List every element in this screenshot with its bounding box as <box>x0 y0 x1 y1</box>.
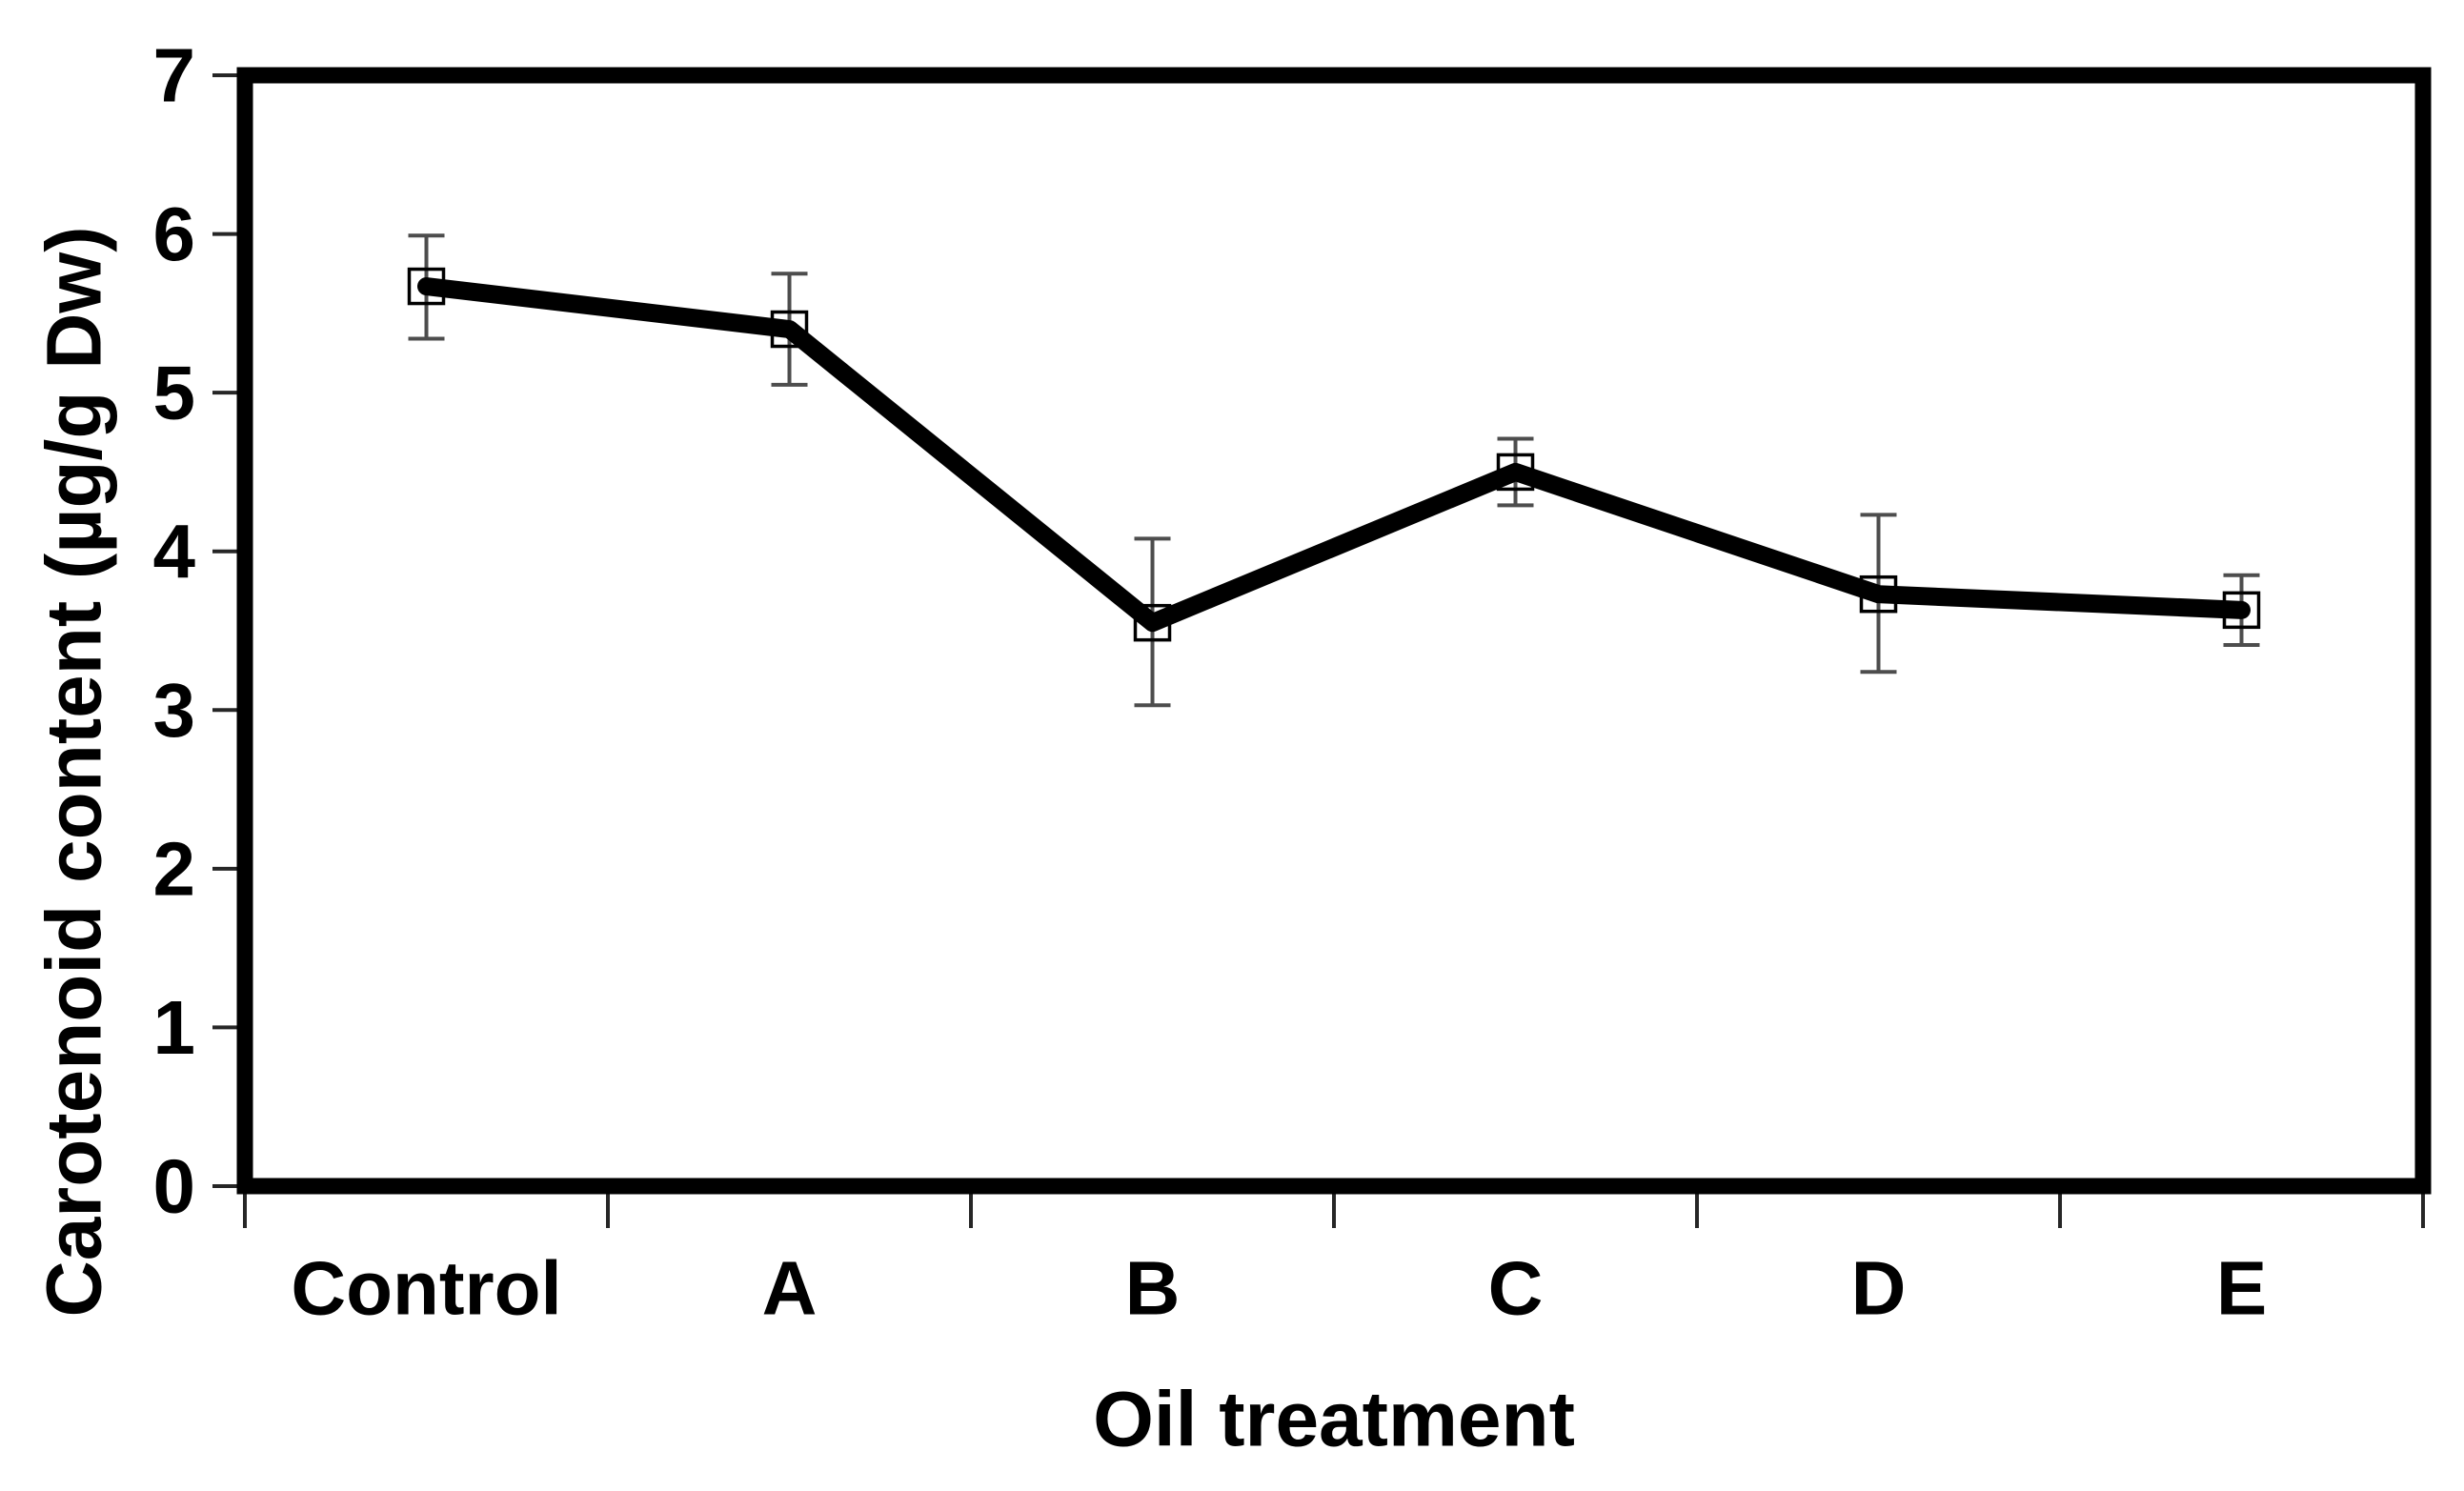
y-tick-label-7: 7 <box>153 33 196 118</box>
y-tick-label-3: 3 <box>153 668 196 753</box>
y-tick-label-1: 1 <box>153 985 196 1070</box>
x-axis-title: Oil treatment <box>1093 1377 1575 1463</box>
y-tick-label-5: 5 <box>153 351 196 435</box>
x-category-label-Control: Control <box>291 1246 561 1331</box>
x-category-label-B: B <box>1125 1246 1181 1331</box>
data-point-marker-D <box>1859 574 1898 614</box>
series-line <box>417 277 2251 633</box>
data-point-marker-Control <box>407 267 446 306</box>
data-point-marker-B <box>1133 603 1172 642</box>
x-category-label-D: D <box>1851 1246 1907 1331</box>
y-tick-label-2: 2 <box>153 826 196 911</box>
x-category-label-A: A <box>762 1246 818 1331</box>
data-point-marker-C <box>1496 453 1535 492</box>
x-category-label-E: E <box>2216 1246 2267 1331</box>
y-axis-title: Carotenoid content (µg/g Dw) <box>31 226 118 1317</box>
x-category-label-C: C <box>1488 1246 1544 1331</box>
y-tick-label-6: 6 <box>153 191 196 276</box>
data-point-marker-E <box>2222 591 2261 630</box>
data-point-marker-A <box>770 310 809 349</box>
y-tick-label-4: 4 <box>153 509 196 594</box>
y-tick-label-0: 0 <box>153 1144 196 1229</box>
plot-frame <box>236 67 2432 1195</box>
